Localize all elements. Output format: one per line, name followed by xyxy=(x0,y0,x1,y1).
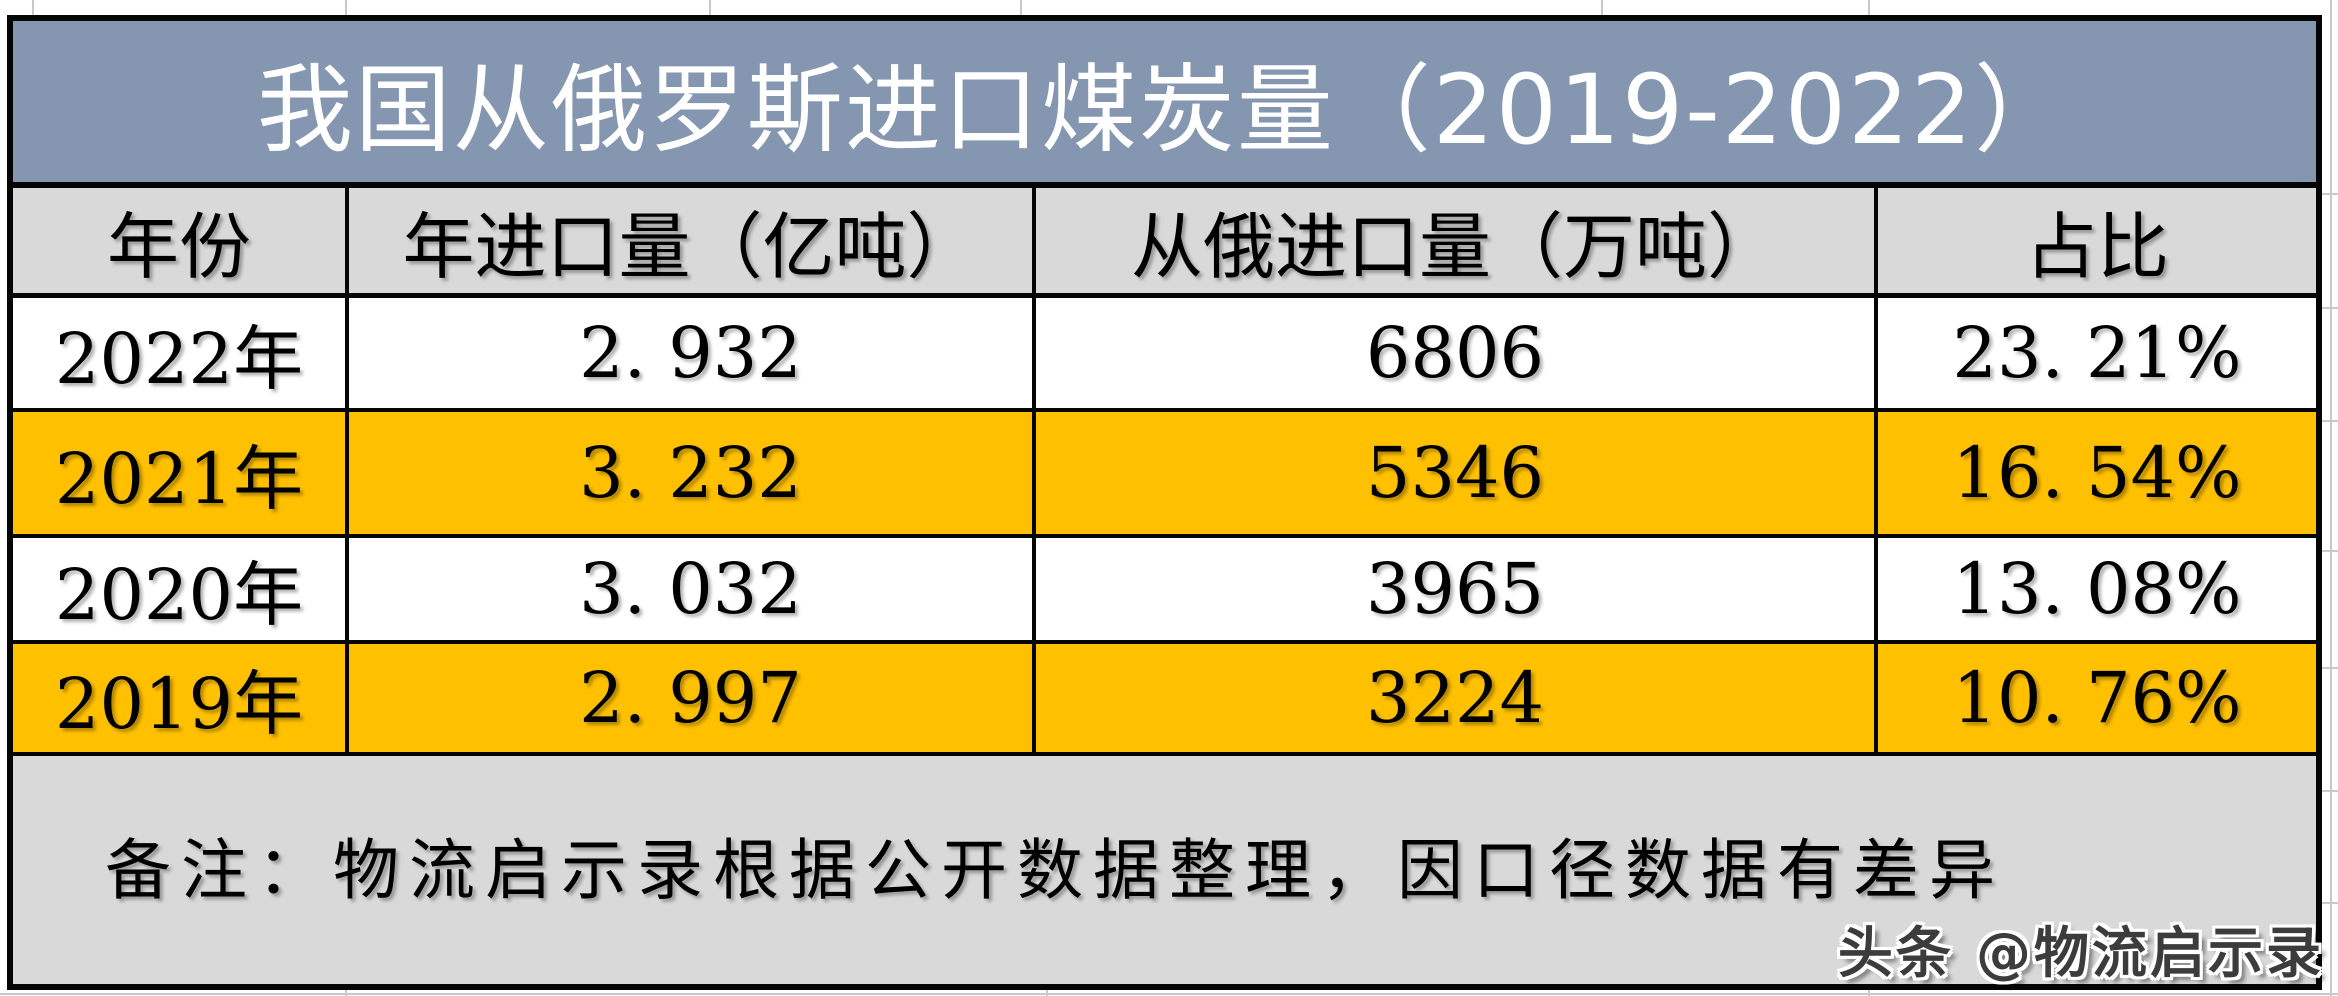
cell-share: 13. 08% xyxy=(1952,548,2242,630)
cell-share: 23. 21% xyxy=(1952,312,2242,394)
gridline xyxy=(32,0,34,15)
gridline xyxy=(2322,790,2338,792)
cell-year: 2021年 xyxy=(13,412,349,534)
table-row-2020: 2020年 3. 032 3965 13. 08% xyxy=(13,538,2316,644)
table-note: 备注：物流启示录根据公开数据整理，因口径数据有差异 xyxy=(13,756,2316,984)
gridline xyxy=(709,0,711,15)
cell-from-russia: 3224 xyxy=(1036,644,1878,752)
cell-from-russia: 5346 xyxy=(1036,412,1878,534)
cell-annual-import: 2. 932 xyxy=(349,298,1036,408)
gridline xyxy=(1020,0,1022,15)
header-cell-share: 占比 xyxy=(2024,205,2169,289)
gridline xyxy=(2330,0,2332,996)
gridline xyxy=(2322,307,2338,309)
gridline xyxy=(345,0,347,15)
table-row-2019: 2019年 2. 997 3224 10. 76% xyxy=(13,644,2316,756)
gridline xyxy=(0,993,2338,995)
table-title: 我国从俄罗斯进口煤炭量（2019-2022） xyxy=(13,21,2316,188)
table-note-text: 备注：物流启示录根据公开数据整理，因口径数据有差异 xyxy=(105,832,2005,909)
gridline xyxy=(1868,0,1870,15)
header-cell-from-russia: 从俄进口量（万吨） xyxy=(1036,188,1878,293)
gridline xyxy=(1601,0,1603,15)
cell-annual-import: 3. 032 xyxy=(349,538,1036,640)
watermark-toutiao: 头条 @物流启示录 xyxy=(1838,908,2324,988)
cell-from-russia: 6806 xyxy=(1036,298,1878,408)
cell-from-russia: 3965 xyxy=(1036,538,1878,640)
gridline xyxy=(2322,550,2338,552)
gridline xyxy=(1868,990,1870,996)
gridline xyxy=(1046,990,1048,996)
gridline xyxy=(2322,902,2338,904)
gridline xyxy=(345,990,347,996)
header-cell-year: 年份 xyxy=(13,188,349,293)
gridline xyxy=(2322,193,2338,195)
table-title-text: 我国从俄罗斯进口煤炭量（2019-2022） xyxy=(256,54,2073,166)
table-row-2021: 2021年 3. 232 5346 16. 54% xyxy=(13,412,2316,538)
cell-year: 2022年 xyxy=(13,298,349,408)
cell-year: 2020年 xyxy=(13,538,349,640)
cell-share: 10. 76% xyxy=(1952,657,2242,739)
header-cell-annual-import: 年进口量（亿吨） xyxy=(349,188,1036,293)
import-table: 我国从俄罗斯进口煤炭量（2019-2022） 年份 年进口量（亿吨） 从俄进口量… xyxy=(7,15,2322,990)
watermark-text: 头条 @物流启示录 xyxy=(1837,921,2324,985)
table-row-2022: 2022年 2. 932 6806 23. 21% xyxy=(13,298,2316,412)
gridline xyxy=(2322,667,2338,669)
table-header-row: 年份 年进口量（亿吨） 从俄进口量（万吨） 占比 xyxy=(13,188,2316,298)
cell-annual-import: 3. 232 xyxy=(349,412,1036,534)
cell-annual-import: 2. 997 xyxy=(349,644,1036,752)
cell-share: 16. 54% xyxy=(1952,432,2242,514)
cell-year: 2019年 xyxy=(13,644,349,752)
gridline xyxy=(2322,420,2338,422)
